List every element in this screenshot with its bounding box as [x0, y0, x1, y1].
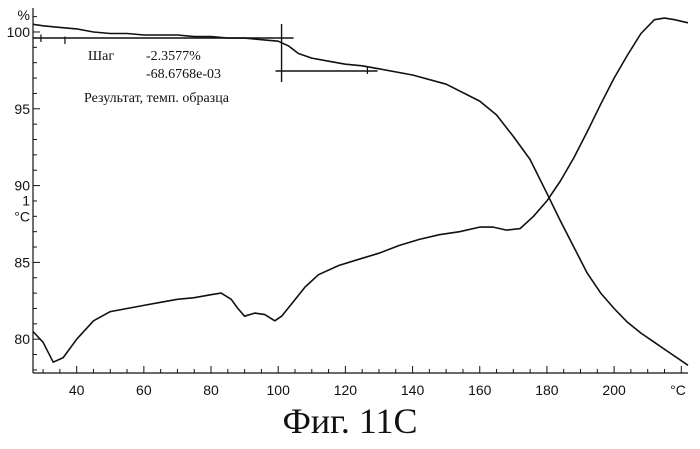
x-tick-label: 200	[602, 382, 626, 398]
x-tick-label: 140	[401, 382, 425, 398]
y-tick-label: 95	[14, 101, 30, 117]
axes: 80859095100%1°C406080100120140160180200°…	[7, 7, 688, 398]
y-tick-label: 90	[14, 178, 30, 194]
y-tick-label: 80	[14, 331, 30, 347]
series-line-weight-percent	[33, 24, 688, 365]
series-start-marker: ı	[39, 29, 43, 45]
rate-value: -68.6768e-03	[146, 67, 221, 82]
y-right-tick-label: 1	[22, 193, 30, 209]
step-value: -2.3577%	[146, 49, 201, 64]
figure-caption: Фиг. 11С	[0, 400, 700, 442]
y-tick-label: 85	[14, 254, 30, 270]
y-right-unit-label: °C	[14, 209, 30, 225]
y-unit-label: %	[18, 7, 30, 23]
x-tick-label: 100	[267, 382, 291, 398]
x-tick-label: 60	[136, 382, 152, 398]
curves	[33, 18, 688, 365]
step-end-marker: ı	[366, 61, 370, 77]
result-label: Результат, темп. образца	[84, 91, 230, 106]
y-tick-label: 100	[7, 24, 31, 40]
series-line-temperature-signal	[33, 18, 688, 362]
step-label: Шаг	[88, 49, 114, 64]
x-tick-label: 180	[535, 382, 559, 398]
x-tick-label: 40	[69, 382, 85, 398]
x-tick-label: 120	[334, 382, 358, 398]
x-unit-label: °C	[670, 382, 686, 398]
x-tick-label: 160	[468, 382, 492, 398]
step-start-marker: ı	[63, 31, 67, 47]
x-tick-label: 80	[203, 382, 219, 398]
